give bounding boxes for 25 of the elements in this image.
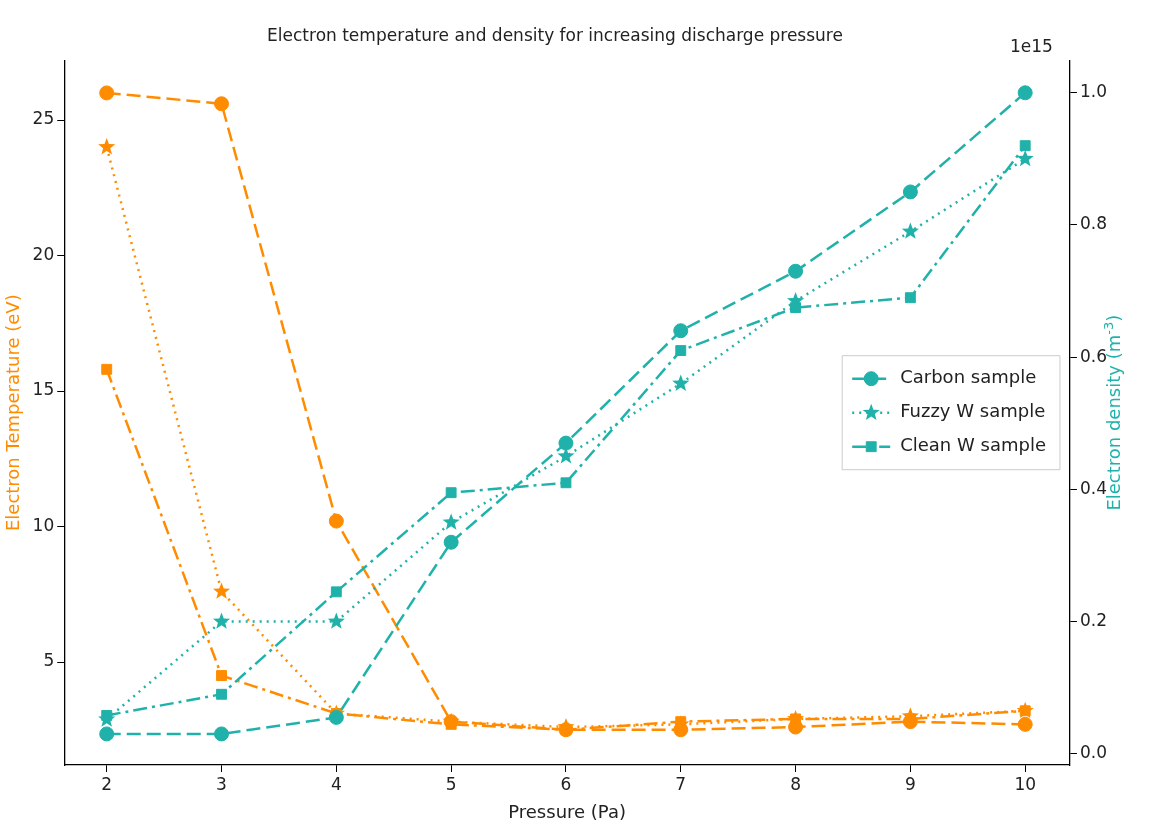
- legend-label: Fuzzy W sample: [900, 400, 1046, 422]
- chart-title: Electron temperature and density for increasing discharge pressure: [267, 24, 843, 45]
- x-axis-title: Pressure (Pa): [508, 800, 626, 822]
- y-tick-label: 25: [32, 108, 55, 129]
- x-tick-label: 7: [675, 773, 687, 794]
- x-tick-label: 4: [330, 773, 342, 794]
- y-tick-label: 15: [32, 379, 55, 400]
- x-tick-label: 8: [790, 773, 801, 794]
- y-axis-title: Electron Temperature (eV): [2, 294, 24, 532]
- x-tick-label: 5: [445, 773, 457, 794]
- x-tick-label: 6: [560, 773, 572, 794]
- y-tick-label: 20: [32, 243, 55, 264]
- legend-label: Clean W sample: [900, 434, 1046, 456]
- text: 1e15: [1009, 36, 1053, 57]
- x-tick-label: 2: [101, 773, 113, 794]
- y2-tick-label: 0.8: [1079, 213, 1108, 234]
- y-tick-label: 5: [43, 650, 55, 671]
- x-tick-label: 9: [904, 773, 916, 794]
- x-tick-label: 10: [1014, 773, 1037, 794]
- y2-tick-label: 1.0: [1079, 81, 1108, 102]
- x-tick-label: 3: [216, 773, 227, 794]
- legend-label: Carbon sample: [900, 366, 1037, 388]
- y2-tick-label: 0.0: [1079, 742, 1108, 763]
- y-tick-label: 10: [32, 514, 55, 535]
- y2-tick-label: 0.2: [1079, 609, 1108, 630]
